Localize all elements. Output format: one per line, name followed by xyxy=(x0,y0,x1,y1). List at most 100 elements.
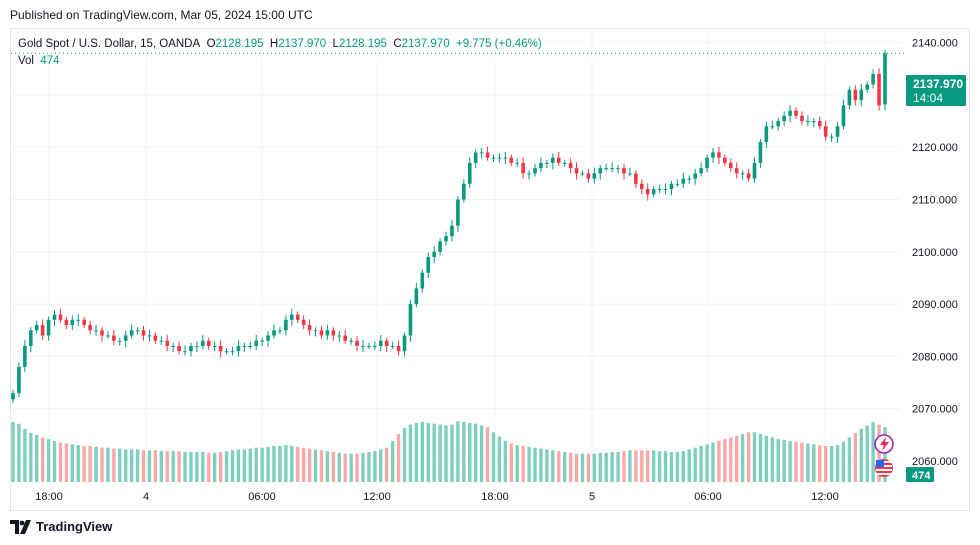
candle-body xyxy=(171,345,175,347)
volume-bar xyxy=(82,446,86,482)
volume-bar xyxy=(545,449,549,482)
candle-body xyxy=(740,173,745,175)
volume-bar xyxy=(414,422,419,482)
volume-bar xyxy=(853,433,858,482)
volume-bar xyxy=(705,444,709,482)
candle-body xyxy=(23,345,27,367)
volume-bar xyxy=(592,453,597,482)
candle-body xyxy=(58,314,63,320)
volume-bar xyxy=(248,448,252,482)
volume-bar xyxy=(657,451,662,482)
candle-body xyxy=(367,345,371,347)
volume-bar xyxy=(183,452,187,482)
candle-body xyxy=(734,168,739,174)
volume-bar xyxy=(201,452,205,482)
candle-body xyxy=(295,314,300,320)
candle-body xyxy=(117,340,122,342)
volume-bar xyxy=(64,443,69,482)
volume-bar xyxy=(343,453,347,482)
price-badge-countdown: 14:04 xyxy=(913,91,943,105)
volume-bar xyxy=(574,453,579,482)
us-flag-icon[interactable] xyxy=(875,459,893,477)
time-tick-label: 12:00 xyxy=(811,491,839,503)
candle-body xyxy=(800,115,804,122)
candle-body xyxy=(165,340,170,346)
volume-bar xyxy=(159,451,163,482)
candle-body xyxy=(141,330,146,336)
footer-brand[interactable]: TradingView xyxy=(10,519,112,534)
candle-body xyxy=(663,189,668,191)
volume-bar xyxy=(349,453,353,482)
volume-bar xyxy=(52,440,57,482)
volume-bar xyxy=(479,425,484,482)
price-candles xyxy=(11,50,887,403)
volume-bar xyxy=(580,453,585,482)
chart-frame[interactable] xyxy=(10,28,970,511)
volume-bar xyxy=(687,449,691,482)
volume-bar xyxy=(40,437,45,482)
candle-body xyxy=(616,168,620,170)
candle-body xyxy=(865,84,870,90)
candle-body xyxy=(201,340,205,346)
candle-body xyxy=(669,183,674,190)
volume-bar xyxy=(699,446,703,482)
candle-body xyxy=(123,335,128,341)
candle-body xyxy=(877,73,881,106)
volume-bar xyxy=(663,451,668,482)
volume-bar xyxy=(764,435,769,482)
price-badge: 2137.970 14:04 xyxy=(906,75,966,106)
volume-bar xyxy=(29,433,33,482)
candle-body xyxy=(313,330,318,332)
candle-body xyxy=(278,330,282,332)
candle-body xyxy=(473,152,478,163)
candle-body xyxy=(212,345,217,347)
volume-bar xyxy=(331,452,336,482)
volume-bar xyxy=(711,442,715,482)
candle-body xyxy=(598,168,603,174)
volume-bar xyxy=(385,447,389,482)
volume-bar xyxy=(230,450,235,482)
candle-body xyxy=(592,173,597,179)
time-tick-label: 06:00 xyxy=(694,491,722,503)
legend-close-value: 2137.970 xyxy=(401,38,450,50)
volume-bar xyxy=(408,424,413,482)
volume-bar xyxy=(396,434,401,482)
volume-bar xyxy=(847,437,852,482)
time-tick-label: 4 xyxy=(143,491,149,503)
lightning-icon[interactable] xyxy=(874,434,894,454)
candle-body xyxy=(657,189,662,191)
candle-body xyxy=(651,189,656,195)
volume-bar xyxy=(521,446,525,482)
candle-body xyxy=(788,110,792,116)
volume-bar xyxy=(17,423,21,482)
volume-bar xyxy=(118,448,122,482)
time-tick-label: 12:00 xyxy=(363,491,391,503)
candle-body xyxy=(485,152,490,158)
volume-bar xyxy=(373,451,377,482)
candle-body xyxy=(272,330,276,336)
volume-bar xyxy=(207,452,211,482)
volume-bar xyxy=(598,452,602,482)
volume-bar xyxy=(426,422,430,482)
candle-body xyxy=(307,325,312,331)
legend-symbol[interactable]: Gold Spot / U.S. Dollar, 15, OANDA xyxy=(18,38,201,50)
volume-bar xyxy=(859,428,863,482)
candle-body xyxy=(562,162,567,164)
candle-body xyxy=(687,178,692,180)
volume-bar xyxy=(462,422,466,482)
candle-body xyxy=(402,335,407,352)
candle-body xyxy=(52,314,57,320)
volume-bar xyxy=(562,452,567,482)
candle-body xyxy=(40,325,45,336)
price-tick-label: 2120.000 xyxy=(912,142,958,154)
candle-body xyxy=(758,141,763,163)
price-tick-label: 2090.000 xyxy=(912,299,958,311)
volume-bar xyxy=(124,449,128,482)
volume-bar xyxy=(254,447,258,482)
candle-body xyxy=(183,351,187,353)
candle-body xyxy=(675,183,680,185)
volume-bar xyxy=(420,422,425,482)
legend-vol-value: 474 xyxy=(40,55,60,67)
price-badge-value: 2137.970 xyxy=(913,77,963,91)
